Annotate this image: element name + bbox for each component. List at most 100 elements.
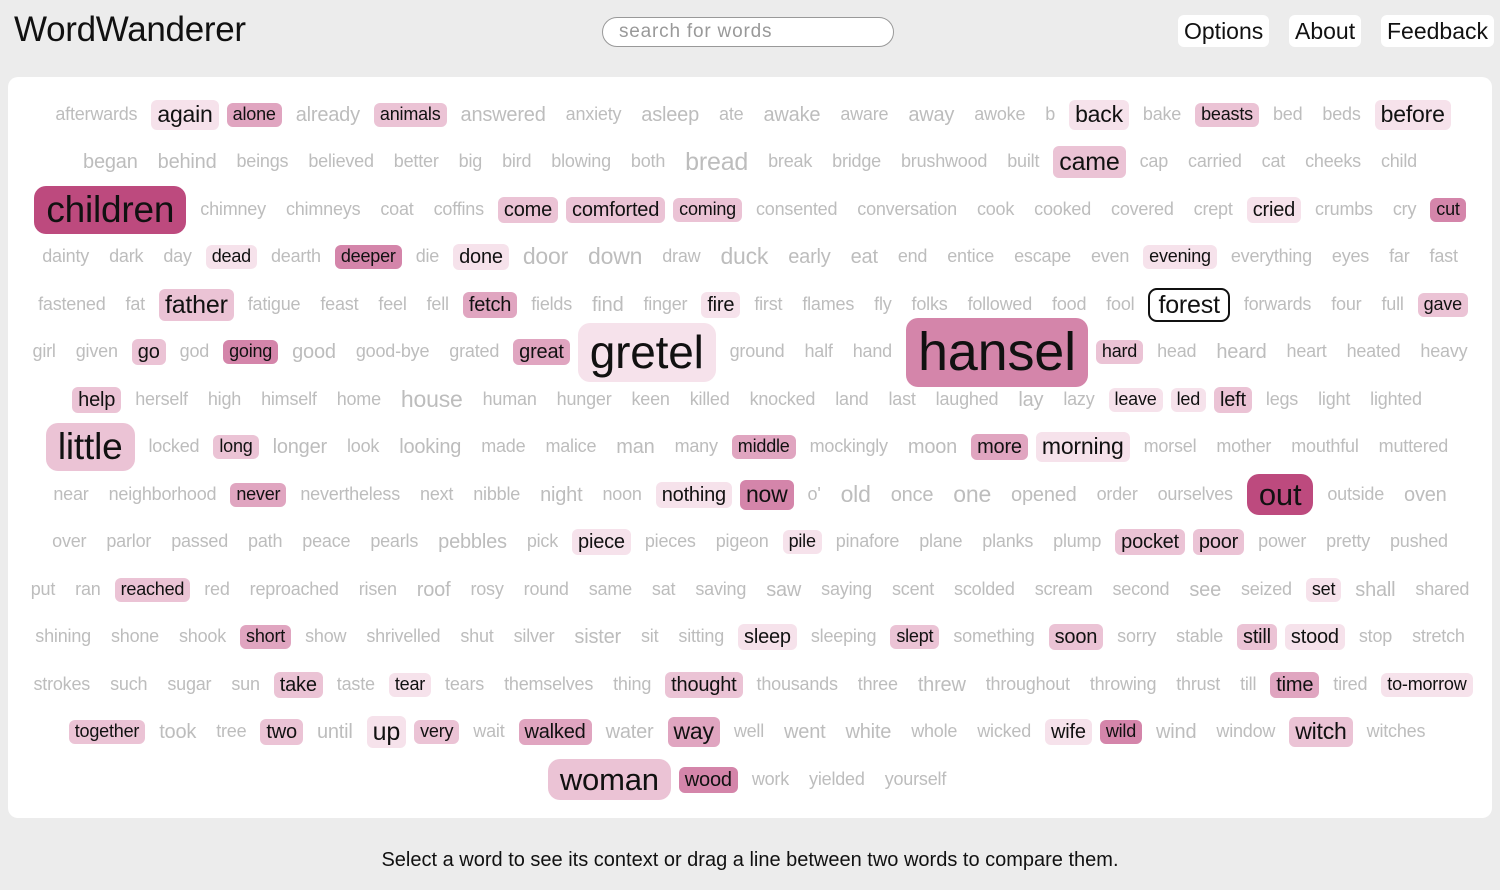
word-wife[interactable]: wife [1045,709,1092,757]
word-feast[interactable]: feast [314,281,364,329]
word-given[interactable]: given [70,329,124,377]
word-mockingly[interactable]: mockingly [804,424,894,472]
word-laughed[interactable]: laughed [930,376,1005,424]
word-thrust[interactable]: thrust [1170,661,1226,709]
word-sleep[interactable]: sleep [738,614,797,662]
word-pick[interactable]: pick [521,519,564,567]
word-come[interactable]: come [497,186,559,234]
word-entice[interactable]: entice [941,234,1000,282]
word-crumbs[interactable]: crumbs [1309,186,1379,234]
word-muttered[interactable]: muttered [1373,424,1454,472]
word-throughout[interactable]: throughout [980,661,1076,709]
word-blowing[interactable]: blowing [545,139,617,187]
word-order[interactable]: order [1091,471,1144,519]
word-way[interactable]: way [667,709,720,757]
word-pieces[interactable]: pieces [639,519,702,567]
word-sleeping[interactable]: sleeping [805,614,882,662]
word-pretty[interactable]: pretty [1320,519,1376,567]
word-covered[interactable]: covered [1105,186,1180,234]
word-brushwood[interactable]: brushwood [895,139,993,187]
word-eat[interactable]: eat [845,234,884,282]
word-good[interactable]: good [286,329,342,377]
word-pile[interactable]: pile [782,519,822,567]
word-door[interactable]: door [517,234,574,282]
word-o[interactable]: o' [802,471,827,519]
word-last[interactable]: last [882,376,921,424]
word-little[interactable]: little [45,423,135,472]
word-mouthful[interactable]: mouthful [1285,424,1364,472]
word-eyes[interactable]: eyes [1326,234,1375,282]
word-time[interactable]: time [1270,661,1320,709]
word-nothing[interactable]: nothing [655,471,732,519]
word-roof[interactable]: roof [411,566,457,614]
word-early[interactable]: early [782,234,836,282]
word-together[interactable]: together [68,709,146,757]
word-four[interactable]: four [1325,281,1367,329]
word-something[interactable]: something [947,614,1040,662]
word-yourself[interactable]: yourself [879,756,952,804]
word-duck[interactable]: duck [714,234,774,282]
word-witch[interactable]: witch [1289,709,1353,757]
word-flames[interactable]: flames [796,281,860,329]
word-even[interactable]: even [1085,234,1135,282]
word-food[interactable]: food [1046,281,1092,329]
word-silver[interactable]: silver [508,614,561,662]
word-ate[interactable]: ate [713,91,749,139]
word-cut[interactable]: cut [1430,186,1466,234]
word-human[interactable]: human [477,376,543,424]
word-built[interactable]: built [1001,139,1045,187]
word-cap[interactable]: cap [1134,139,1174,187]
word-out[interactable]: out [1246,471,1314,519]
word-animals[interactable]: animals [373,91,447,139]
word-believed[interactable]: believed [302,139,379,187]
word-already[interactable]: already [290,91,366,139]
word-bed[interactable]: bed [1267,91,1308,139]
word-forwards[interactable]: forwards [1238,281,1317,329]
word-moon[interactable]: moon [902,424,963,472]
word-stretch[interactable]: stretch [1406,614,1471,662]
word-house[interactable]: house [395,376,469,424]
word-everything[interactable]: everything [1225,234,1318,282]
word-find[interactable]: find [586,281,629,329]
word-bake[interactable]: bake [1137,91,1187,139]
word-cheeks[interactable]: cheeks [1299,139,1367,187]
word-rosy[interactable]: rosy [464,566,509,614]
word-full[interactable]: full [1375,281,1409,329]
word-began[interactable]: began [77,139,144,187]
word-shall[interactable]: shall [1349,566,1401,614]
word-chimneys[interactable]: chimneys [280,186,366,234]
word-to-morrow[interactable]: to-morrow [1381,661,1473,709]
options-button[interactable]: Options [1178,15,1270,47]
word-such[interactable]: such [104,661,153,709]
word-gave[interactable]: gave [1417,281,1468,329]
word-made[interactable]: made [475,424,531,472]
word-himself[interactable]: himself [255,376,323,424]
word-first[interactable]: first [748,281,788,329]
word-mother[interactable]: mother [1210,424,1277,472]
word-near[interactable]: near [47,471,94,519]
word-pigeon[interactable]: pigeon [710,519,775,567]
word-wind[interactable]: wind [1150,709,1202,757]
word-wicked[interactable]: wicked [971,709,1037,757]
word-die[interactable]: die [410,234,445,282]
word-done[interactable]: done [453,234,509,282]
word-peace[interactable]: peace [296,519,356,567]
word-head[interactable]: head [1151,329,1202,377]
word-work[interactable]: work [746,756,795,804]
word-morsel[interactable]: morsel [1138,424,1203,472]
word-reached[interactable]: reached [114,566,191,614]
word-outside[interactable]: outside [1321,471,1390,519]
word-set[interactable]: set [1305,566,1342,614]
word-behind[interactable]: behind [152,139,223,187]
word-home[interactable]: home [331,376,387,424]
word-over[interactable]: over [46,519,92,567]
word-fell[interactable]: fell [421,281,455,329]
word-shut[interactable]: shut [454,614,499,662]
word-hansel[interactable]: hansel [905,317,1088,387]
word-looking[interactable]: looking [393,424,467,472]
word-hard[interactable]: hard [1095,329,1144,377]
word-bird[interactable]: bird [496,139,537,187]
word-keen[interactable]: keen [626,376,676,424]
word-neighborhood[interactable]: neighborhood [103,471,223,519]
word-path[interactable]: path [242,519,288,567]
